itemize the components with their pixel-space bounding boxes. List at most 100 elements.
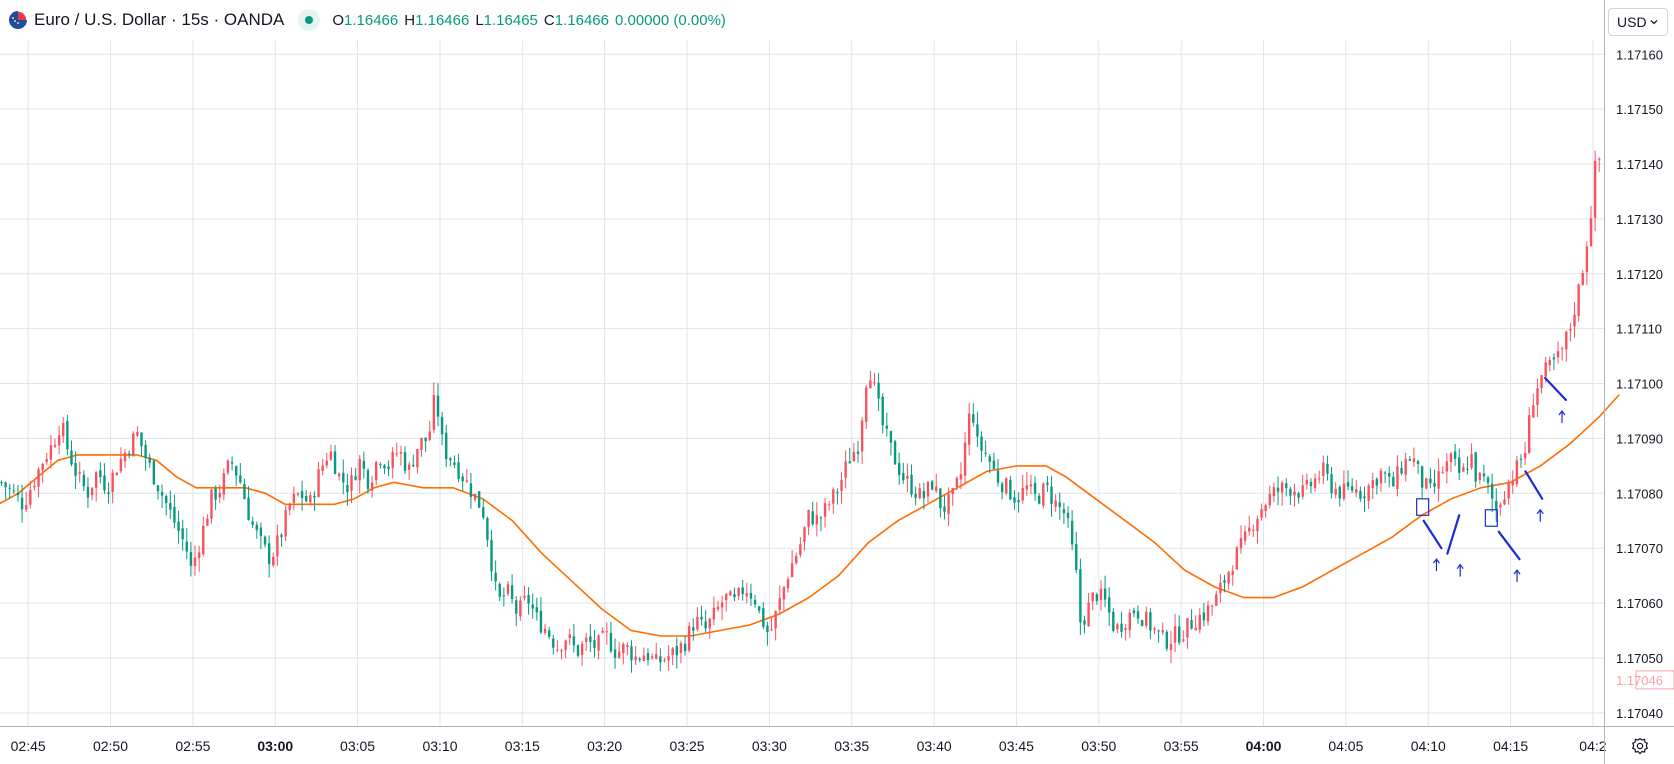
candle-body	[502, 595, 506, 597]
candle-body	[1219, 582, 1222, 594]
candle-body	[1145, 611, 1148, 626]
candle-body	[1379, 470, 1383, 484]
candle-body	[1519, 458, 1523, 460]
candle-body	[453, 462, 456, 465]
candle-body	[799, 544, 802, 556]
annotation-stroke	[1422, 519, 1443, 550]
candle-body	[823, 503, 827, 517]
candle-body	[123, 452, 127, 462]
candle-body	[753, 599, 757, 605]
candle-body	[1103, 588, 1107, 600]
candle-body	[449, 458, 452, 461]
candle-body	[819, 517, 823, 519]
last-price-tag-box	[1635, 670, 1674, 690]
candle-body	[148, 457, 151, 463]
candle-body	[757, 606, 761, 611]
candle-body	[305, 496, 308, 502]
candle-body	[1005, 478, 1008, 494]
candle-body	[1408, 459, 1412, 461]
candle-body	[1490, 483, 1494, 499]
candle-body	[169, 503, 172, 510]
candle-body	[440, 417, 444, 435]
candle-body	[99, 470, 102, 478]
candle-body	[255, 524, 258, 531]
y-tick-label: 1.17150	[1616, 102, 1663, 117]
candle-body	[827, 504, 831, 506]
candle-body	[972, 414, 975, 423]
symbol-title[interactable]: Euro / U.S. Dollar · 15s · OANDA	[34, 10, 285, 29]
candle-body	[807, 510, 810, 527]
x-tick-label: 03:10	[422, 738, 457, 754]
candle-body	[687, 626, 691, 651]
candle-body	[1248, 527, 1251, 532]
x-tick-label: 03:05	[340, 738, 375, 754]
candle-body	[1453, 451, 1457, 459]
y-tick-label: 1.17110	[1616, 322, 1662, 337]
annotation-stroke	[1544, 376, 1568, 402]
candle-body	[202, 525, 205, 555]
candle-body	[745, 593, 749, 597]
moving-average-line	[0, 393, 1620, 637]
candle-body	[1169, 643, 1173, 651]
market-status-dot[interactable]	[298, 9, 321, 31]
candle-body	[840, 480, 843, 491]
candle-body	[893, 441, 897, 465]
candle-body	[704, 621, 707, 629]
candle-body	[300, 491, 304, 499]
y-tick-label: 1.17050	[1616, 651, 1663, 666]
candle-body	[1079, 569, 1082, 623]
candle-body	[160, 491, 164, 496]
candle-body	[1256, 519, 1259, 532]
candle-body	[650, 656, 654, 659]
candle-body	[774, 611, 777, 629]
candle-body	[926, 481, 930, 497]
chart-grid	[0, 40, 1604, 726]
y-tick-label: 1.17130	[1616, 212, 1663, 227]
candle-body	[922, 490, 926, 499]
candle-body	[362, 460, 366, 469]
candle-body	[1107, 597, 1111, 613]
candle-body	[1318, 478, 1321, 480]
candle-body	[226, 460, 230, 473]
candle-body	[243, 483, 246, 499]
candle-body	[782, 587, 786, 600]
x-tick-label: 04:15	[1493, 738, 1528, 754]
candle-body	[1301, 485, 1304, 497]
candle-body	[490, 539, 493, 572]
candle-body	[136, 431, 139, 436]
candle-body	[1243, 531, 1247, 541]
ohlc-close: C1.16466	[543, 11, 609, 29]
candle-body	[395, 453, 398, 455]
x-tick-label: 03:25	[670, 738, 705, 754]
candle-body	[918, 488, 921, 499]
candle-body	[469, 483, 473, 498]
candle-body	[1037, 495, 1041, 504]
candle-body	[416, 449, 419, 468]
candle-body	[251, 521, 254, 525]
candle-body	[82, 474, 86, 487]
candle-body	[24, 504, 28, 510]
candle-body	[556, 649, 559, 651]
candle-body	[62, 423, 65, 437]
currency-dropdown[interactable]: USD	[1608, 8, 1668, 36]
candle-body	[585, 637, 588, 642]
x-tick-label: 03:30	[752, 738, 787, 754]
candle-body	[865, 387, 868, 422]
candle-body	[609, 632, 613, 652]
annotation-arrow	[1558, 409, 1566, 423]
candle-body	[127, 453, 131, 455]
candle-body	[770, 629, 773, 631]
chart-settings-button[interactable]	[1628, 734, 1652, 758]
candle-body	[1091, 592, 1094, 602]
candle-body	[457, 462, 460, 479]
candle-body	[622, 644, 625, 654]
candle-body	[16, 492, 20, 496]
candle-body	[181, 528, 184, 540]
candle-body	[239, 475, 242, 483]
candle-body	[543, 628, 547, 633]
candle-body	[53, 444, 57, 447]
candle-body	[432, 394, 436, 430]
candle-body	[1190, 620, 1193, 629]
candle-body	[263, 536, 267, 545]
